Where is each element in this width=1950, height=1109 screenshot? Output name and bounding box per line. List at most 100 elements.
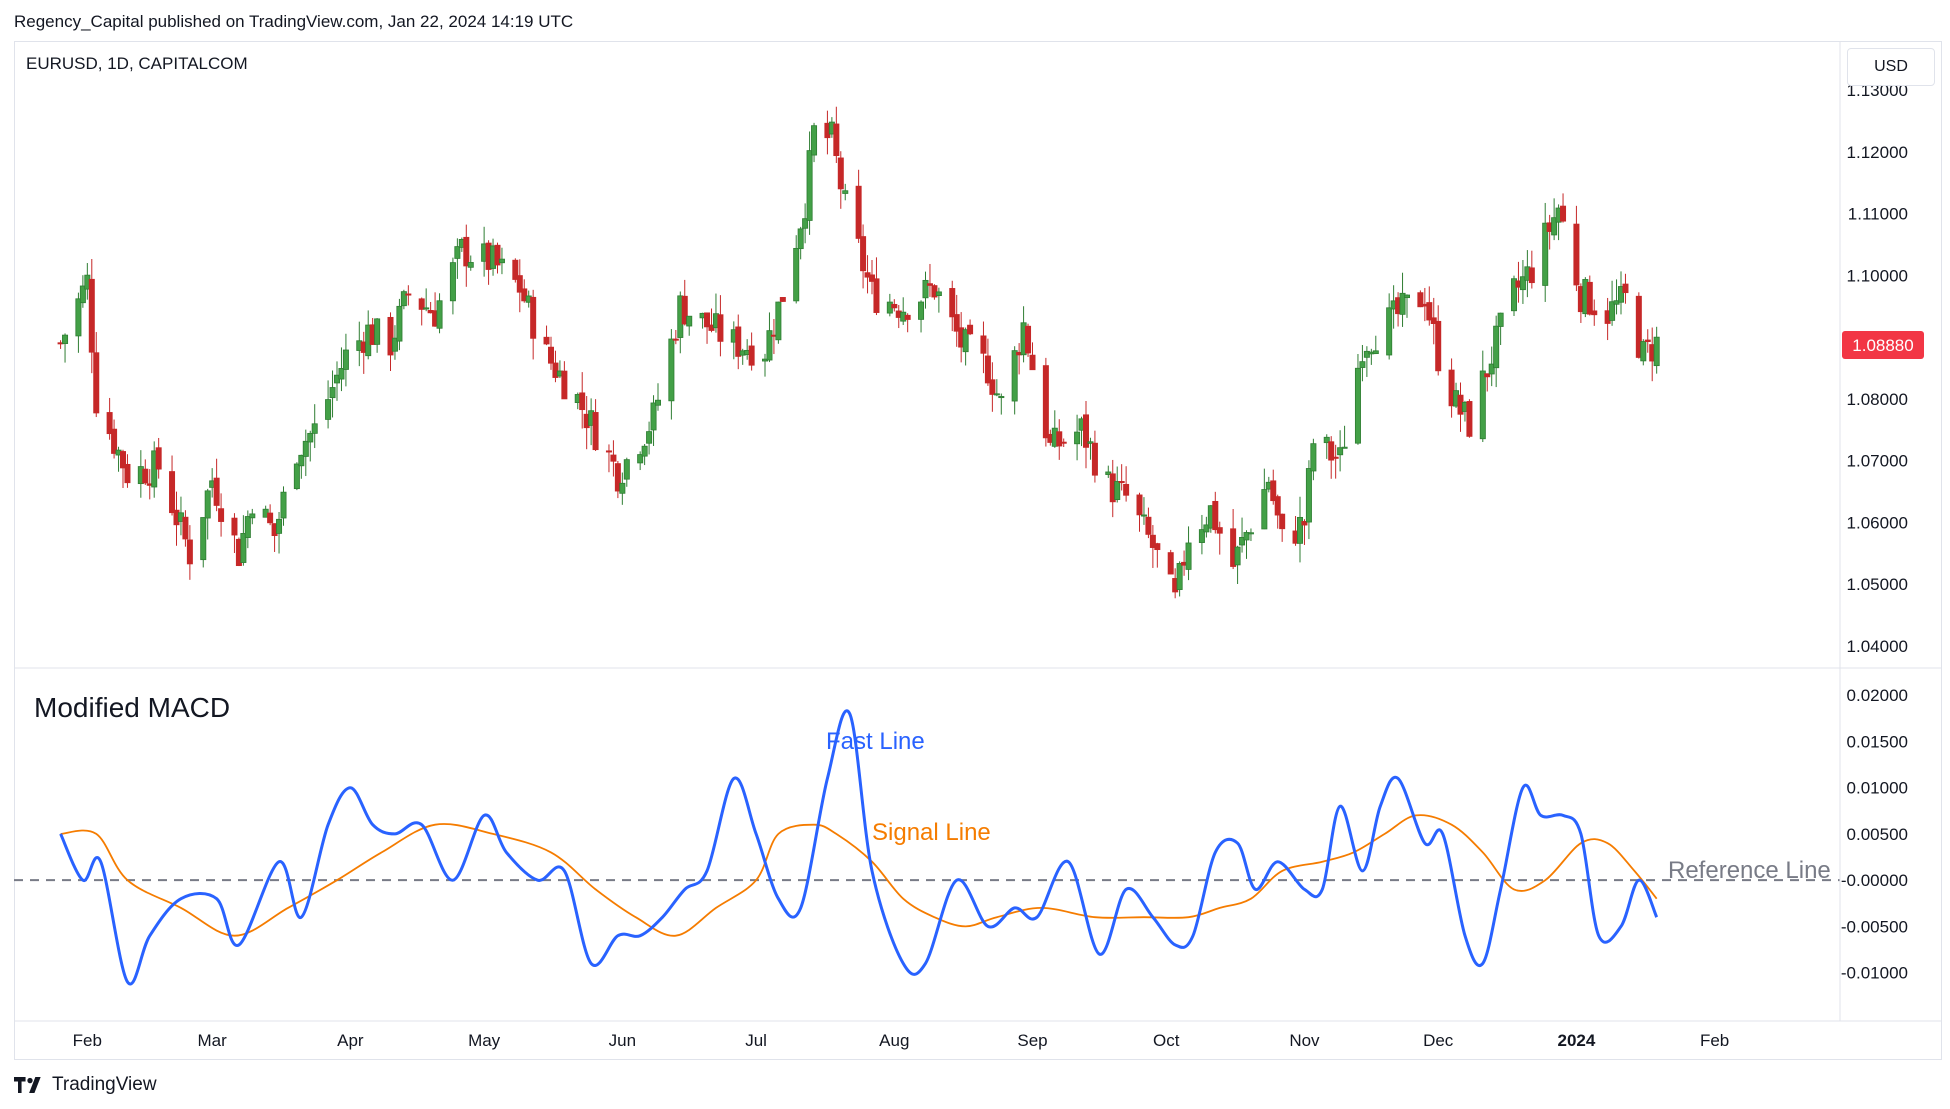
candle-body	[1216, 527, 1223, 534]
candle-body	[860, 236, 867, 272]
candle	[935, 287, 942, 313]
candle-body	[855, 185, 862, 239]
candle	[1426, 286, 1433, 326]
candle-body	[1644, 339, 1651, 342]
candle	[342, 333, 349, 387]
candle	[213, 458, 220, 512]
candle-body	[980, 335, 987, 354]
candle-body	[1118, 481, 1125, 484]
candle-body	[400, 291, 407, 307]
candle	[793, 235, 800, 304]
price-tick-label: 1.10000	[1847, 266, 1908, 285]
candle-body	[1640, 341, 1647, 362]
candle	[637, 451, 644, 471]
candle	[953, 294, 960, 347]
candle-body	[1573, 223, 1580, 286]
candle-body	[1399, 292, 1406, 315]
candle-body	[779, 297, 786, 302]
candle-body	[873, 278, 880, 313]
candle	[984, 338, 991, 386]
candle	[1586, 275, 1593, 316]
candle	[400, 289, 407, 310]
candle	[244, 510, 251, 549]
candle-body	[1511, 278, 1518, 312]
candle	[1635, 292, 1642, 359]
candle-body	[949, 288, 956, 318]
candle-body	[1363, 350, 1370, 358]
candle-body	[967, 324, 974, 335]
candle	[833, 106, 840, 164]
price-tick-label: 1.11000	[1848, 205, 1908, 224]
candle-body	[668, 338, 675, 402]
macd-tick-label: 0.01500	[1847, 732, 1908, 751]
candle	[811, 122, 818, 163]
candle	[1270, 469, 1277, 505]
candle-body	[793, 247, 800, 302]
candle-body	[111, 428, 118, 454]
candle-body	[142, 468, 149, 484]
candle	[111, 419, 118, 459]
candle-body	[293, 463, 300, 490]
candle-body	[637, 454, 644, 464]
candle-body	[512, 259, 519, 280]
candle	[1105, 465, 1112, 478]
candle	[302, 429, 309, 477]
candle-body	[405, 293, 412, 296]
candle	[88, 259, 95, 374]
candle-body	[1591, 310, 1598, 316]
candle	[552, 350, 559, 383]
candle-body	[1337, 447, 1344, 456]
price-tick-label: 1.04000	[1847, 637, 1908, 656]
candle-body	[280, 491, 287, 519]
candle-body	[869, 274, 876, 282]
candle	[298, 454, 305, 479]
candle-body	[1261, 489, 1268, 530]
tradingview-logo-icon	[14, 1077, 41, 1093]
candle-body	[391, 337, 398, 352]
candle	[1488, 346, 1495, 387]
candle	[1176, 561, 1183, 597]
candle	[396, 298, 403, 351]
candle-body	[833, 123, 840, 157]
candle-body	[213, 477, 220, 506]
candle-body	[1618, 286, 1625, 303]
candle-body	[1123, 483, 1130, 496]
candle	[1243, 530, 1250, 559]
candle	[1297, 496, 1304, 563]
candle-body	[842, 190, 849, 194]
symbol-label: EURUSD, 1D, CAPITALCOM	[26, 54, 248, 73]
price-tick-label: 1.06000	[1847, 513, 1908, 532]
candle	[521, 279, 528, 303]
candle-body	[1426, 302, 1433, 321]
candle-body	[1154, 543, 1161, 551]
candle-body	[1114, 481, 1121, 501]
candle	[806, 131, 813, 235]
candle	[454, 238, 461, 279]
candle	[1261, 468, 1268, 530]
signal-line	[60, 814, 1658, 937]
candle	[1417, 290, 1424, 308]
candle-body	[494, 244, 501, 266]
candle-body	[717, 314, 724, 342]
time-tick-label: Apr	[337, 1031, 364, 1050]
candle	[646, 421, 653, 455]
currency-button[interactable]: USD	[1847, 48, 1935, 86]
candle-body	[1341, 446, 1348, 449]
tradingview-footer[interactable]: TradingView	[14, 1074, 157, 1096]
reference-line-label: Reference Line	[1668, 857, 1831, 884]
candle	[1466, 399, 1473, 438]
candle-body	[93, 352, 100, 414]
macd-tick-label: 0.01000	[1847, 779, 1908, 798]
candle-body	[396, 305, 403, 342]
candle	[650, 395, 657, 446]
candle	[1301, 519, 1308, 545]
candle-body	[931, 285, 938, 298]
candle	[1087, 437, 1094, 460]
candle-body	[120, 451, 127, 469]
candle-body	[463, 236, 470, 267]
candle-body	[592, 412, 599, 451]
candle	[293, 462, 300, 491]
price-pane: 1.040001.050001.060001.070001.080001.090…	[57, 81, 1908, 656]
candle	[802, 203, 809, 244]
